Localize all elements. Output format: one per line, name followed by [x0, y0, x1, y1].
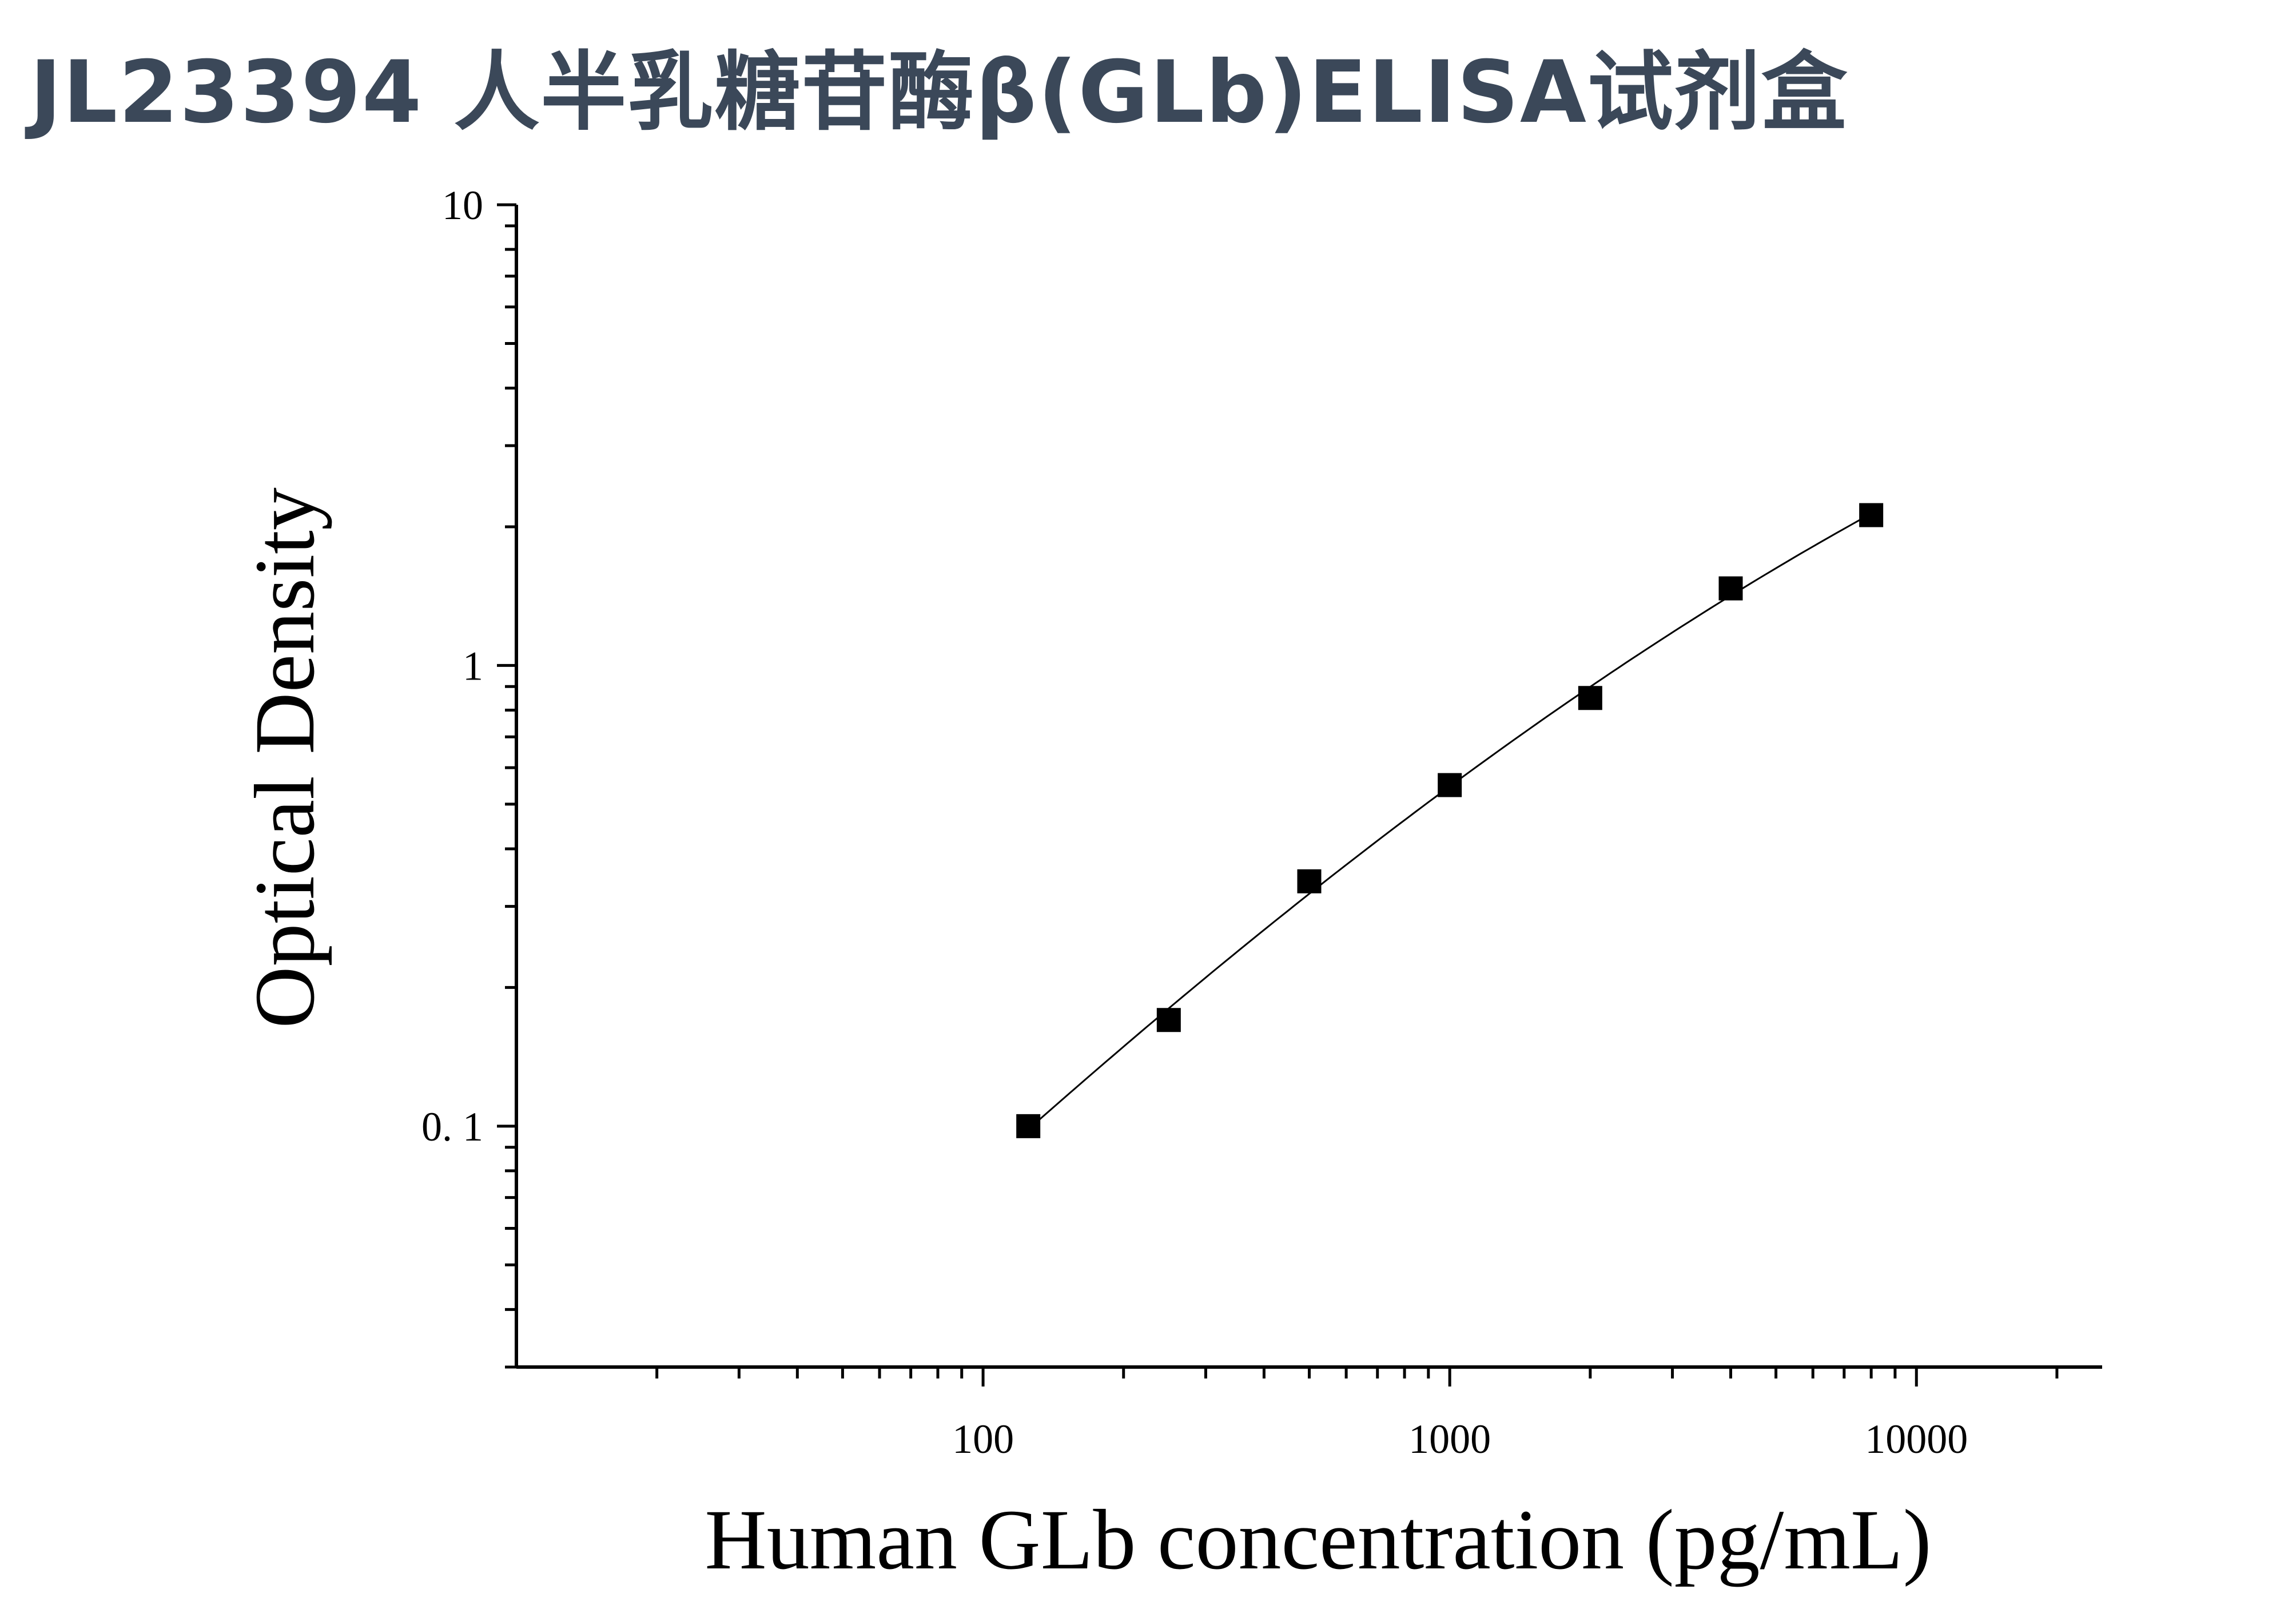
data-point	[1156, 1008, 1181, 1032]
y-tick-label: 1	[463, 643, 483, 689]
axes	[515, 205, 2102, 1369]
x-tick-label: 10000	[1865, 1416, 1968, 1462]
fit-line	[1028, 513, 1872, 1130]
data-points	[1016, 503, 1884, 1138]
page-title: JL23394 人半乳糖苷酶β(GLb)ELISA试剂盒	[30, 43, 1848, 142]
data-point	[1016, 1114, 1041, 1138]
data-point	[1578, 686, 1602, 710]
data-point	[1718, 576, 1743, 601]
fit-line-group	[1028, 513, 1872, 1130]
x-axis-label: Human GLb concentration (pg/mL)	[705, 1492, 1931, 1587]
data-point	[1438, 773, 1462, 797]
data-point	[1297, 869, 1322, 893]
y-tick-label: 10	[442, 182, 483, 228]
ticks: 100 1000 10000 10 1 0. 1	[421, 182, 2059, 1462]
data-point	[1859, 503, 1884, 527]
y-tick-label: 0. 1	[421, 1104, 483, 1150]
y-axis-label: Optical Density	[237, 487, 332, 1028]
x-tick-label: 100	[952, 1416, 1014, 1462]
x-tick-label: 1000	[1408, 1416, 1491, 1462]
